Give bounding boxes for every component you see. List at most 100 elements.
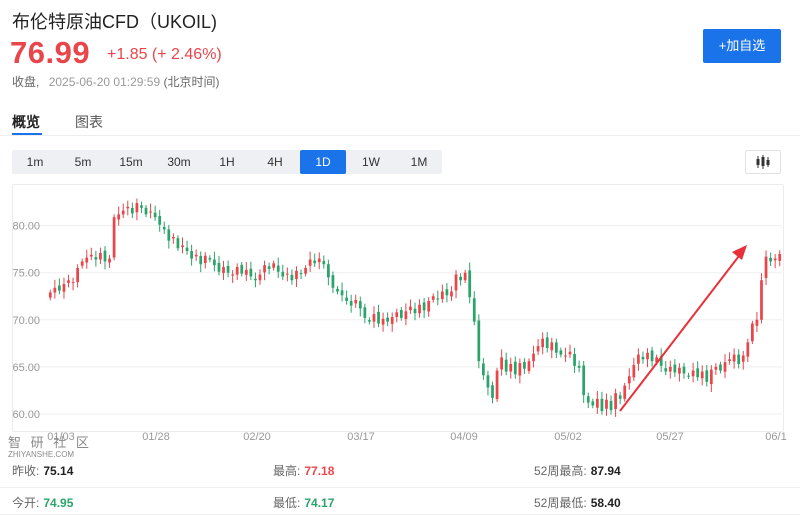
candle-body [340,290,344,296]
close-timestamp: 2025-06-20 01:29:59 [48,75,161,89]
period-1d[interactable]: 1D [300,150,346,174]
candle-body [71,282,75,284]
candle-body [623,385,627,399]
candle-body [486,375,490,388]
candle-body [94,257,98,260]
x-tick-label: 03/17 [347,431,375,443]
candle-body [208,258,212,260]
candle-body [737,354,741,364]
candle-body [130,207,134,214]
candle-body [659,356,663,366]
candle-body [258,274,262,281]
period-1w[interactable]: 1W [362,155,380,169]
candle-body [650,350,654,362]
stat-prev-close: 昨收: 75.14 [12,462,73,479]
stat-label: 52周最高: [534,464,587,478]
candle-body [732,354,736,362]
candle-body [281,271,285,277]
candle-body [459,276,462,281]
candle-body [372,314,376,322]
candle-body [103,250,107,262]
x-tick-label: 06/1 [765,431,786,443]
candle-body [108,258,111,263]
candle-body [418,304,421,314]
candle-body [386,317,390,322]
candle-body [267,266,271,269]
x-tick-label: 04/09 [450,431,478,443]
candle-body [518,363,522,376]
candle-body [172,236,175,239]
candle-body [600,398,604,412]
candle-body [299,273,303,275]
period-1m[interactable]: 1m [26,155,44,169]
candle-body [290,274,294,281]
candle-body [249,268,253,277]
candle-body [158,216,162,225]
y-tick-label: 65.00 [12,362,40,374]
candle-body [664,368,668,372]
candle-body [582,365,586,396]
candle-body [668,366,672,372]
y-tick-label: 80.00 [12,221,40,233]
candle-body [728,359,731,361]
candle-body [62,284,66,292]
candle-body [472,298,476,322]
stat-label: 最高: [273,464,301,478]
candle-body [509,364,513,372]
stat-high: 最高: 77.18 [273,462,334,479]
candle-body [117,214,121,220]
x-tick-label: 01/28 [142,431,170,443]
candle-body [618,395,622,399]
stat-value: 74.95 [43,496,74,510]
candle-body [217,262,221,272]
candle-body [345,297,348,301]
x-tick-label: 01/03 [47,431,75,443]
candle-body [700,371,704,379]
tab-overview[interactable]: 概览 [12,114,40,130]
stat-label: 52周最低: [534,496,587,510]
candle-body [577,365,581,368]
candle-body [427,300,431,312]
candle-body [76,268,80,283]
price-chart-frame [12,184,784,432]
candle-body [112,217,116,258]
candle-body [226,265,230,273]
candle-body [48,292,52,298]
stat-value: 75.14 [43,464,74,478]
candle-body [678,367,681,374]
candle-body [637,354,640,364]
candle-body [491,385,494,398]
stat-open: 今开: 74.95 [12,494,73,511]
candle-body [308,259,312,266]
candle-body [468,270,472,298]
candle-body [554,342,558,353]
candle-body [185,247,189,252]
chart-type-button[interactable] [745,150,781,174]
candle-body [272,263,276,268]
stats-divider [0,487,800,488]
tab-chart[interactable]: 图表 [75,114,103,130]
period-1mo[interactable]: 1M [410,155,428,169]
candle-body [527,361,531,371]
candle-body [477,320,481,362]
period-15m[interactable]: 15m [119,155,143,169]
period-5m[interactable]: 5m [74,155,92,169]
y-tick-label: 60.00 [12,409,40,421]
add-to-watchlist-button[interactable]: +加自选 [703,29,781,63]
candle-body [140,205,143,208]
candle-body [741,355,745,362]
stat-value: 87.94 [590,464,621,478]
candle-body [673,364,677,373]
period-4h[interactable]: 4H [267,155,283,169]
x-tick-label: 02/20 [243,431,271,443]
period-1h[interactable]: 1H [219,155,235,169]
watermark-line1: 智 研 社 区 [8,435,92,450]
candle-body [482,363,485,376]
candle-body [454,274,458,291]
candle-body [313,260,317,264]
candle-body [99,252,102,260]
candle-body [322,260,326,265]
candlestick-icon [756,155,770,169]
period-30m[interactable]: 30m [167,155,191,169]
